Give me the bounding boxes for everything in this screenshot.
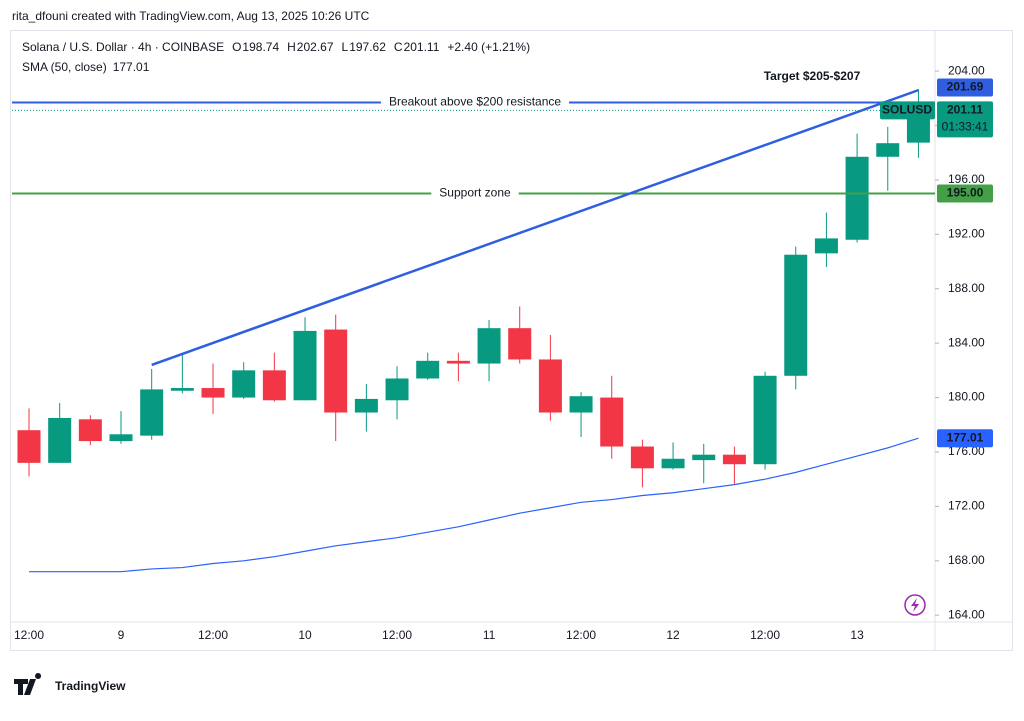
symbol-tag-text: SOLUSD: [882, 103, 932, 117]
price-tag: [937, 184, 993, 203]
candle-body: [48, 417, 72, 463]
candle-body: [354, 398, 378, 413]
y-tick-label: 180.00: [948, 390, 985, 404]
legend-text: O: [232, 40, 241, 54]
y-tick-label: 188.00: [948, 281, 985, 295]
logo-icon: [14, 673, 42, 695]
symbol-tag: [880, 101, 935, 120]
x-tick-label: 12:00: [198, 628, 228, 642]
candle-body: [140, 389, 164, 436]
candle-body: [201, 388, 225, 398]
candle-body: [661, 458, 685, 469]
candle-body: [753, 375, 777, 465]
price-tag-text: 177.01: [947, 430, 984, 444]
price-tag-text: 195.00: [947, 186, 984, 200]
y-tick-label: 184.00: [948, 335, 985, 349]
alert-bolt: [911, 598, 919, 612]
candle-body: [385, 378, 409, 401]
candle-body: [722, 454, 746, 465]
sma-line: [29, 437, 919, 573]
price-tag-text: 201.11: [947, 103, 983, 117]
legend-text: Solana / U.S. Dollar · 4h · COINBASE: [22, 40, 224, 54]
y-tick-label: 168.00: [948, 553, 985, 567]
candle-body: [232, 370, 256, 398]
candle-body: [508, 328, 532, 360]
y-tick-label: 192.00: [948, 226, 985, 240]
credit: rita_dfouni created with TradingView.com…: [12, 9, 370, 23]
x-tick-label: 12:00: [566, 628, 596, 642]
alert-circle: [904, 594, 926, 616]
legend-text: L: [342, 40, 349, 54]
candle-body: [692, 454, 716, 461]
legend-text: 198.74: [242, 40, 279, 54]
candle-body: [170, 388, 194, 391]
legend-text: 177.01: [113, 60, 150, 74]
legend-text: H: [287, 40, 296, 54]
legend-text: +2.40 (+1.21%): [447, 40, 530, 54]
y-tick-label: 176.00: [948, 444, 985, 458]
candle-body: [109, 434, 133, 442]
candle-body: [876, 143, 900, 157]
x-tick-label: 12:00: [14, 628, 44, 642]
candle-body: [784, 254, 808, 376]
candle-body: [569, 396, 593, 413]
candle-body: [446, 360, 470, 364]
legend-text: SMA (50, close): [22, 60, 107, 74]
trend-line: [151, 88, 919, 367]
candle-body: [416, 360, 440, 379]
alert-icon: [904, 594, 926, 616]
hline-label: Breakout above $200 resistance: [389, 95, 561, 109]
price-tag: [937, 101, 993, 138]
y-tick-label: 196.00: [948, 172, 985, 186]
legend-text: 197.62: [349, 40, 386, 54]
candle-body: [538, 359, 562, 413]
x-tick-label: 13: [850, 628, 864, 642]
x-tick-label: 11: [483, 628, 496, 642]
y-tick-label: 172.00: [948, 499, 985, 513]
legend-text: 202.67: [297, 40, 334, 54]
price-tag-text: 201.69: [947, 80, 984, 94]
candle-body: [630, 446, 654, 469]
legend-text: 201.11: [404, 40, 440, 54]
footer-logo: TradingView: [14, 673, 126, 695]
x-tick-label: 12:00: [750, 628, 780, 642]
candle-body: [600, 397, 624, 447]
trend-label: Target $205-$207: [764, 69, 861, 83]
x-tick-label: 12: [666, 628, 680, 642]
y-tick-label: 164.00: [948, 607, 985, 621]
price-tag: [937, 78, 993, 97]
hline-label: Support zone: [439, 186, 511, 200]
candle-body: [293, 330, 317, 401]
brand: TradingView: [55, 679, 126, 693]
candle-body: [845, 156, 869, 240]
candle-body: [262, 370, 286, 401]
countdown: 01:33:41: [942, 120, 989, 134]
candle-body: [477, 328, 501, 364]
candle-body: [324, 329, 348, 413]
y-tick-label: 204.00: [948, 63, 985, 77]
chart-frame: [10, 30, 1013, 651]
x-tick-label: 10: [298, 628, 312, 642]
candle-body: [17, 430, 41, 463]
x-tick-label: 9: [118, 628, 125, 642]
x-tick-label: 12:00: [382, 628, 412, 642]
price-tag: [937, 429, 993, 448]
candle-body: [814, 238, 838, 254]
candle-body: [78, 419, 102, 442]
legend-text: C: [394, 40, 403, 54]
